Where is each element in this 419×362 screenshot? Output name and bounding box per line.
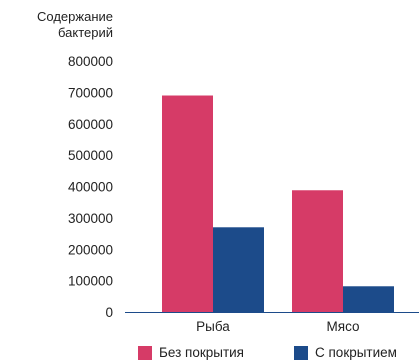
y-axis-title-line-2: бактерий xyxy=(57,25,113,40)
bar-chart: 0 100000 200000 300000 400000 500000 600000 700… xyxy=(68,54,419,334)
y-tick-label: 100000 xyxy=(68,274,113,289)
x-axis-categories: Рыба Мясо xyxy=(196,319,359,334)
legend: Без покрытия С покрытием xyxy=(0,342,419,362)
legend-item-no-coating: Без покрытия xyxy=(138,345,244,360)
legend-swatch-with-coating xyxy=(294,345,308,360)
y-tick-label: 700000 xyxy=(68,85,113,100)
legend-swatch-no-coating xyxy=(138,345,152,360)
y-tick-label: 200000 xyxy=(68,242,113,257)
y-tick-label: 600000 xyxy=(68,117,113,132)
bar xyxy=(292,190,343,312)
y-tick-label: 300000 xyxy=(68,211,113,226)
y-axis-ticks: 0 100000 200000 300000 400000 500000 600000 700… xyxy=(68,54,113,320)
y-axis-title: Содержание бактерий xyxy=(0,9,113,41)
y-axis-title-line-1: Содержание xyxy=(37,9,113,24)
x-category-label: Рыба xyxy=(196,319,230,334)
bar xyxy=(343,286,394,312)
y-tick-label: 0 xyxy=(105,305,113,320)
y-tick-label: 800000 xyxy=(68,54,113,69)
legend-item-with-coating: С покрытием xyxy=(294,345,397,360)
bar xyxy=(162,95,213,312)
y-tick-label: 400000 xyxy=(68,180,113,195)
x-category-label: Мясо xyxy=(327,319,360,334)
legend-label-with-coating: С покрытием xyxy=(315,345,397,360)
legend-label-no-coating: Без покрытия xyxy=(159,345,244,360)
bar xyxy=(213,227,264,312)
bars xyxy=(162,95,394,312)
y-tick-label: 500000 xyxy=(68,148,113,163)
